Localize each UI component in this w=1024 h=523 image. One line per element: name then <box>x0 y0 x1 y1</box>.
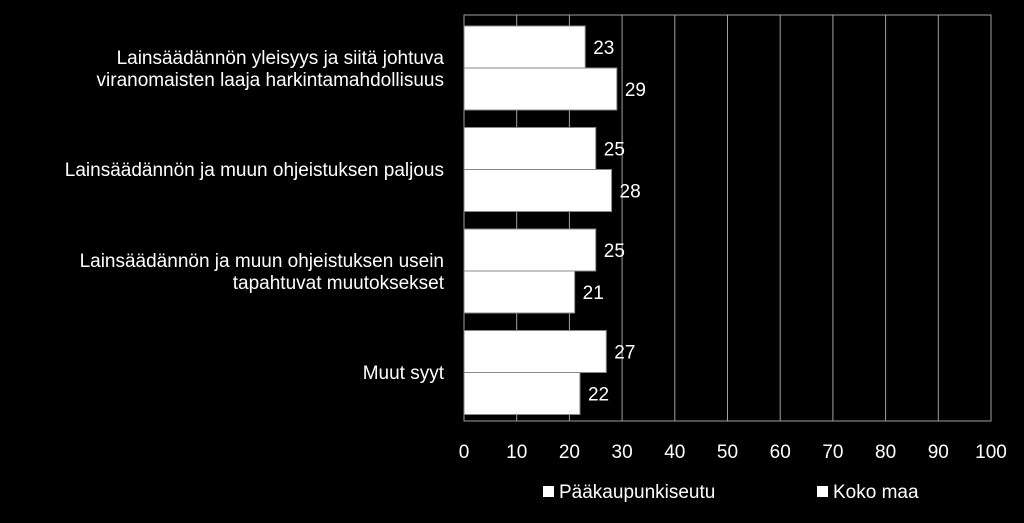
value-label: 25 <box>604 140 625 161</box>
y-tick-label: Muut syyt <box>362 363 444 385</box>
value-label: 21 <box>583 283 604 304</box>
x-tick-label: 30 <box>612 442 633 463</box>
value-label: 28 <box>620 182 641 203</box>
value-label: 22 <box>588 385 609 406</box>
bar <box>463 67 618 111</box>
legend-label: Koko maa <box>833 482 919 503</box>
x-tick-label: 60 <box>770 442 791 463</box>
value-label: 29 <box>625 80 646 101</box>
bar <box>463 330 607 373</box>
legend-swatch <box>817 486 828 497</box>
x-tick-label: 70 <box>822 442 843 463</box>
value-label: 25 <box>604 241 625 262</box>
legend-label: Pääkaupunkiseutu <box>559 482 715 503</box>
bar <box>463 372 581 415</box>
bar <box>463 270 576 314</box>
y-tick-label: Lainsäädännön ja muun ohjeistuksen paljo… <box>64 160 444 182</box>
x-tick-label: 40 <box>664 442 685 463</box>
y-tick-label: Lainsäädännön yleisyys ja siitä johtuva … <box>96 47 444 91</box>
y-tick-label: Lainsäädännön ja muun ohjeistuksen usein… <box>79 250 444 294</box>
bar <box>463 169 613 212</box>
plot-frame <box>463 14 992 422</box>
bar <box>463 228 597 272</box>
x-tick-label: 100 <box>975 442 1007 463</box>
value-label: 23 <box>593 38 614 59</box>
value-label: 27 <box>614 343 635 364</box>
bar <box>463 25 586 69</box>
x-tick-label: 80 <box>875 442 896 463</box>
x-tick-label: 20 <box>559 442 580 463</box>
x-tick-label: 90 <box>928 442 949 463</box>
x-tick-label: 0 <box>459 442 470 463</box>
x-tick-label: 50 <box>717 442 738 463</box>
bar <box>463 127 597 170</box>
legend-swatch <box>543 486 554 497</box>
x-tick-label: 10 <box>506 442 527 463</box>
